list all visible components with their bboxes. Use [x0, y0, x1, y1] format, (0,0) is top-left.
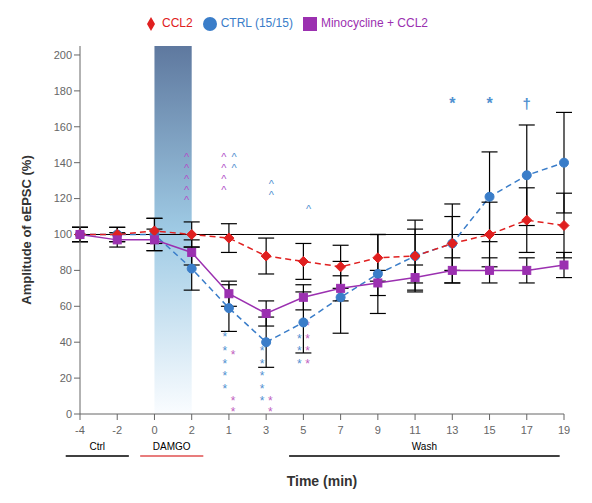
- svg-text:*: *: [297, 357, 302, 371]
- svg-text:DAMGO: DAMGO: [153, 441, 191, 452]
- html-text:Minocycline + CCL2: Minocycline + CCL2: [320, 16, 428, 30]
- svg-text:*: *: [231, 405, 236, 419]
- svg-text:120: 120: [54, 192, 72, 204]
- svg-text:19: 19: [558, 424, 570, 436]
- svg-text:-2: -2: [112, 424, 122, 436]
- svg-text:^: ^: [232, 162, 238, 174]
- html-text:CCL2: CCL2: [162, 16, 193, 30]
- svg-text:5: 5: [300, 424, 306, 436]
- svg-text:^: ^: [306, 203, 312, 215]
- svg-text:-4: -4: [75, 424, 85, 436]
- svg-text:17: 17: [521, 424, 533, 436]
- svg-text:Amplitude of eEPSC (%): Amplitude of eEPSC (%): [19, 155, 34, 305]
- svg-text:Time (min): Time (min): [287, 473, 358, 489]
- svg-text:13: 13: [446, 424, 458, 436]
- svg-text:1: 1: [226, 424, 232, 436]
- svg-text:Wash: Wash: [412, 441, 437, 452]
- svg-text:2: 2: [189, 424, 195, 436]
- svg-text:†: †: [523, 95, 531, 112]
- svg-text:^: ^: [221, 184, 227, 196]
- svg-text:11: 11: [409, 424, 420, 436]
- svg-text:60: 60: [60, 300, 72, 312]
- svg-text:Ctrl: Ctrl: [90, 441, 106, 452]
- svg-text:180: 180: [54, 85, 72, 97]
- svg-text:100: 100: [54, 228, 72, 240]
- svg-text:*: *: [260, 394, 265, 408]
- svg-text:160: 160: [54, 121, 72, 133]
- svg-text:0: 0: [66, 408, 72, 420]
- svg-text:*: *: [222, 330, 227, 344]
- svg-text:*: *: [486, 95, 493, 112]
- svg-text:*: *: [231, 348, 236, 362]
- svg-text:140: 140: [54, 157, 72, 169]
- svg-text:9: 9: [375, 424, 381, 436]
- svg-text:*: *: [222, 382, 227, 396]
- svg-text:*: *: [305, 357, 310, 371]
- svg-text:15: 15: [483, 424, 495, 436]
- svg-text:^: ^: [269, 189, 275, 201]
- svg-text:40: 40: [60, 336, 72, 348]
- svg-text:*: *: [268, 405, 273, 419]
- svg-text:^: ^: [184, 194, 190, 206]
- svg-text:200: 200: [54, 49, 72, 61]
- svg-text:*: *: [449, 95, 456, 112]
- svg-text:7: 7: [338, 424, 344, 436]
- svg-text:80: 80: [60, 264, 72, 276]
- svg-text:0: 0: [151, 424, 157, 436]
- svg-text:20: 20: [60, 372, 72, 384]
- html-text:CTRL (15/15): CTRL (15/15): [220, 16, 293, 30]
- svg-text:3: 3: [263, 424, 269, 436]
